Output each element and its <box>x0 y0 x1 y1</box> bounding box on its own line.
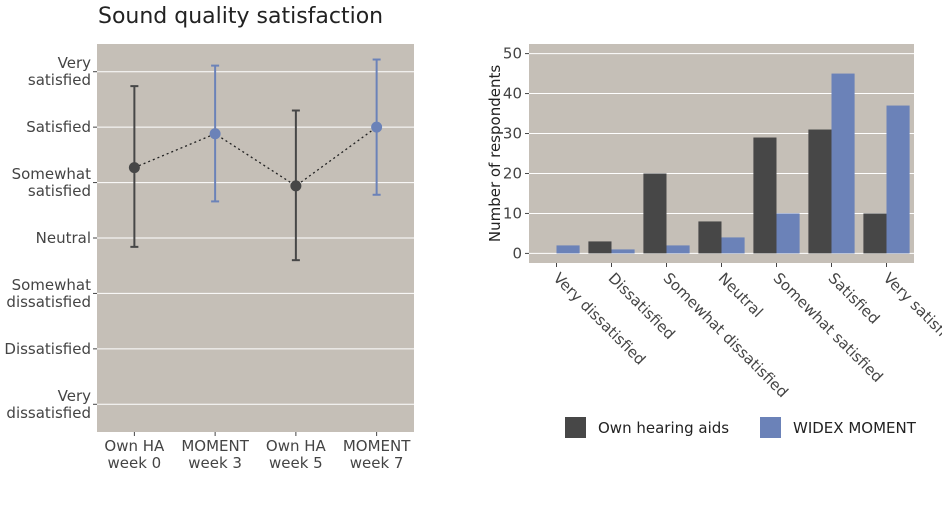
y-tick-label: 10 <box>503 204 522 222</box>
y-tick-label: Very <box>58 54 91 72</box>
left-chart-title: Sound quality satisfaction <box>98 4 383 29</box>
mean-point <box>128 162 140 174</box>
y-tick-label: dissatisfied <box>6 293 91 311</box>
y-axis-label: Number of respondents <box>486 65 504 242</box>
trend-line <box>134 126 378 187</box>
y-tick-label: Dissatisfied <box>4 340 91 358</box>
bar <box>808 129 832 254</box>
bar <box>611 249 635 254</box>
y-tick-label: satisfied <box>28 182 91 200</box>
x-tick-label: Somewhat satisfied <box>770 269 887 386</box>
right-chart: 0 10 20 30 40 50 Number of respondents Very dis… <box>486 44 942 401</box>
x-tick-label: Neutral <box>715 269 767 321</box>
bar <box>666 245 690 254</box>
legend: Own hearing aids WIDEX MOMENT <box>565 417 917 438</box>
legend-swatch <box>565 417 586 438</box>
y-tick-label: dissatisfied <box>6 404 91 422</box>
y-tick-label: 20 <box>503 164 522 182</box>
bar <box>831 73 855 254</box>
bar <box>588 241 612 254</box>
legend-label: WIDEX MOMENT <box>793 419 917 437</box>
left-chart: Sound quality satisfaction Verydissatisf… <box>4 4 414 472</box>
x-tick-label: week 7 <box>350 454 404 472</box>
x-tick-label: MOMENT <box>181 437 249 455</box>
legend-label: Own hearing aids <box>598 419 729 437</box>
x-tick-label: week 3 <box>188 454 242 472</box>
bar <box>776 213 800 254</box>
bar <box>863 213 887 254</box>
bar <box>721 237 745 254</box>
mean-point <box>371 121 383 133</box>
y-tick-label: 40 <box>503 85 522 103</box>
x-tick-label: MOMENT <box>343 437 411 455</box>
y-tick-label: satisfied <box>28 71 91 89</box>
bar <box>556 245 580 254</box>
x-tick-label: Own HA <box>266 437 327 455</box>
mean-point <box>290 180 302 192</box>
mean-point <box>209 128 221 140</box>
y-tick-label: Somewhat <box>12 165 92 183</box>
x-tick-label: Own HA <box>104 437 165 455</box>
x-tick-label: week 5 <box>269 454 323 472</box>
y-tick-label: Satisfied <box>26 118 91 136</box>
bar <box>886 105 910 254</box>
x-tick-label: Very satisfied <box>880 269 942 353</box>
x-tick-label: Very dissatisfied <box>550 269 650 369</box>
bar <box>643 173 667 254</box>
legend-swatch <box>760 417 781 438</box>
bar <box>753 137 777 254</box>
y-tick-label: Very <box>58 387 91 405</box>
y-tick-label: 50 <box>503 45 522 63</box>
bar <box>698 221 722 254</box>
y-tick-label: Somewhat <box>12 276 92 294</box>
y-tick-label: 30 <box>503 125 522 143</box>
x-tick-label: week 0 <box>108 454 162 472</box>
y-tick-label: Neutral <box>36 229 91 247</box>
y-tick-label: 0 <box>512 244 522 262</box>
